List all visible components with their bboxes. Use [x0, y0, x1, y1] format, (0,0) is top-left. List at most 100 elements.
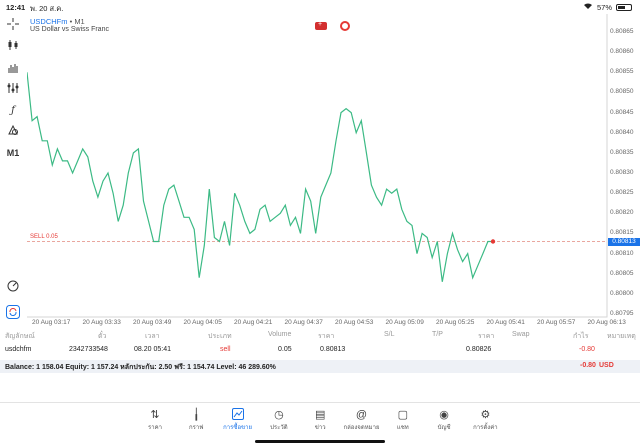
- y-tick-label: 0.80825: [610, 189, 634, 197]
- bottom-nav: ⇅ ราคา ╽ กราฟ การซื้อขาย ◷ ประวัติ ▤ ข่าว @ กล่องจ…: [0, 402, 640, 447]
- y-tick-label: 0.80840: [610, 128, 634, 136]
- trade-icon: [216, 408, 260, 422]
- x-tick-label: 20 Aug 05:09: [385, 319, 424, 326]
- chart-area[interactable]: USDCHFm • M1 US Dollar vs Swiss Franc SE…: [27, 14, 640, 328]
- x-tick-label: 20 Aug 03:17: [32, 319, 71, 326]
- trade-column-header[interactable]: หมายเหตุ: [607, 333, 636, 340]
- trade-type: sell: [220, 346, 231, 353]
- nav-item[interactable]: การซื้อขาย: [216, 408, 260, 432]
- symbol-name: USDCHFm: [30, 17, 68, 26]
- symbol-timeframe: M1: [74, 17, 85, 26]
- balance-row: Balance: 1 158.04 Equity: 1 157.24 หลักป…: [0, 360, 640, 373]
- account-icon: ◉: [439, 409, 449, 421]
- trade-column-header[interactable]: ราคา: [318, 333, 335, 340]
- nav-label: กราฟ: [189, 425, 204, 431]
- nav-item[interactable]: ◷ ประวัติ: [257, 408, 301, 432]
- date: พ. 20 ส.ค.: [30, 4, 64, 13]
- chart-symbol: USDCHFm • M1: [30, 17, 85, 26]
- trade-ticket: 2342733548: [69, 346, 108, 353]
- y-tick-label: 0.80865: [610, 28, 634, 36]
- status-bar: 12:41 พ. 20 ส.ค. 57%: [0, 0, 640, 14]
- nav-label: แชท: [396, 425, 409, 431]
- nav-item[interactable]: ▤ ข่าว: [298, 408, 342, 432]
- chart-toolbar: ƒ M1: [0, 14, 27, 328]
- x-tick-label: 20 Aug 04:21: [234, 319, 273, 326]
- speedometer-icon[interactable]: [5, 278, 21, 294]
- clock: 12:41: [6, 3, 26, 12]
- y-tick-label: 0.80800: [610, 289, 634, 297]
- balance-text: Balance: 1 158.04 Equity: 1 157.24 หลักป…: [5, 364, 276, 371]
- nav-label: บัญชี: [437, 425, 451, 431]
- bar-chart-icon[interactable]: [5, 59, 21, 75]
- trade-column-header[interactable]: T/P: [432, 331, 443, 338]
- nav-item[interactable]: ⇅ ราคา: [133, 408, 177, 432]
- arrows-icon: ⇅: [150, 409, 160, 421]
- trade-profit: -0.80: [579, 346, 595, 353]
- sync-icon[interactable]: [5, 304, 21, 320]
- candles-icon[interactable]: [5, 37, 21, 53]
- settings-icon: ⚙: [480, 409, 491, 421]
- last-price-marker: [490, 239, 496, 244]
- x-tick-label: 20 Aug 05:57: [537, 319, 576, 326]
- trade-open-price: 0.80813: [320, 346, 346, 353]
- news-icon: ▤: [314, 409, 326, 421]
- x-tick-label: 20 Aug 04:37: [284, 319, 323, 326]
- chart-icon: ╽: [192, 409, 200, 421]
- trade-current-price: 0.80826: [466, 346, 492, 353]
- symbol-description: US Dollar vs Swiss Franc: [30, 26, 109, 33]
- x-tick-label: 20 Aug 05:25: [436, 319, 475, 326]
- trade-column-header[interactable]: S/L: [384, 331, 395, 338]
- y-tick-label: 0.80850: [610, 88, 634, 96]
- trade-column-header[interactable]: ตั๋ว: [98, 333, 107, 340]
- x-tick-label: 20 Aug 05:41: [486, 319, 525, 326]
- sell-level-label: SELL 0.05: [30, 233, 58, 240]
- history-icon: ◷: [274, 409, 284, 421]
- trade-header-row: สัญลักษณ์ ตั๋ว เวลา ประเภท Volume ราคา S/L T/P ร…: [0, 330, 640, 342]
- battery-icon: [616, 3, 632, 11]
- price-chart[interactable]: [27, 14, 640, 328]
- chart-frame: [27, 14, 608, 318]
- crosshair-icon[interactable]: [5, 16, 21, 32]
- indicators-icon[interactable]: [5, 80, 21, 96]
- flag-icon[interactable]: [315, 21, 327, 30]
- nav-item[interactable]: @ กล่องจดหมาย: [340, 408, 384, 432]
- trade-column-header[interactable]: เวลา: [145, 333, 160, 340]
- function-icon[interactable]: ƒ: [11, 104, 15, 116]
- y-tick-label: 0.80855: [610, 68, 634, 76]
- nav-label: การตั้งค่า: [473, 425, 498, 431]
- y-tick-label: 0.80795: [610, 310, 634, 317]
- trade-column-header[interactable]: สัญลักษณ์: [5, 333, 35, 340]
- nav-item[interactable]: ◉ บัญชี: [422, 408, 466, 432]
- nav-item[interactable]: ╽ กราฟ: [174, 408, 218, 432]
- current-price-tag: 0.80813: [608, 237, 640, 246]
- y-tick-label: 0.80830: [610, 169, 634, 177]
- trade-symbol: usdchfm: [5, 346, 32, 353]
- circle-flag-icon[interactable]: [340, 21, 350, 31]
- trade-column-header[interactable]: Swap: [512, 331, 530, 338]
- y-tick-label: 0.80810: [610, 249, 634, 257]
- mail-icon: @: [355, 409, 368, 421]
- nav-label: ข่าว: [314, 425, 326, 431]
- status-right: 57%: [583, 2, 632, 12]
- trade-column-header[interactable]: ประเภท: [208, 333, 232, 340]
- x-tick-label: 20 Aug 04:05: [183, 319, 222, 326]
- trade-column-header[interactable]: Volume: [268, 331, 292, 338]
- battery-percent: 57%: [596, 2, 612, 12]
- trade-column-header[interactable]: กำไร: [573, 333, 589, 340]
- trade-time: 08.20 05:41: [134, 346, 171, 353]
- trade-row[interactable]: usdchfm 2342733548 08.20 05:41 sell 0.05…: [0, 345, 640, 357]
- y-tick-label: 0.80835: [610, 148, 634, 156]
- nav-label: ประวัติ: [270, 425, 288, 431]
- y-tick-label: 0.80845: [610, 108, 634, 116]
- timeframe-button[interactable]: M1: [6, 148, 20, 158]
- balance-profit: -0.80: [580, 362, 596, 369]
- x-tick-label: 20 Aug 04:53: [335, 319, 374, 326]
- nav-item[interactable]: ▢ แชท: [381, 408, 425, 432]
- chat-icon: ▢: [397, 409, 408, 421]
- trade-column-header[interactable]: ราคา: [478, 333, 495, 340]
- price-series-line: [27, 72, 493, 282]
- balance-currency: USD: [599, 362, 614, 369]
- objects-icon[interactable]: [5, 122, 21, 138]
- nav-item[interactable]: ⚙ การตั้งค่า: [463, 408, 507, 432]
- y-tick-label: 0.80805: [610, 269, 634, 277]
